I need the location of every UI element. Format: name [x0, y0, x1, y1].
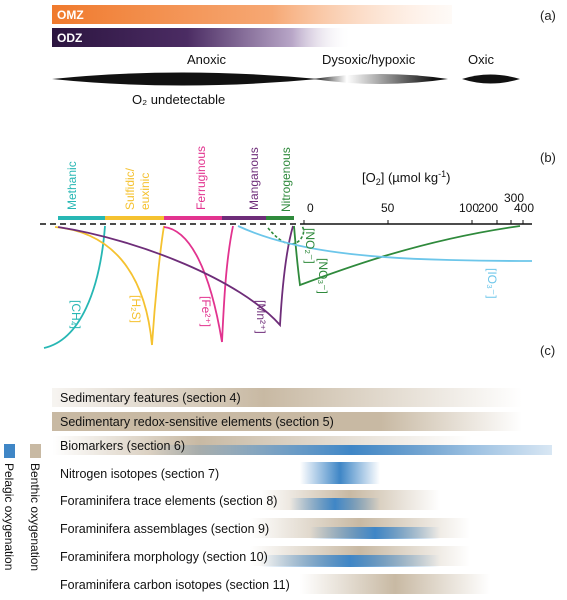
bar-foram-assemblages-pelagic	[310, 527, 440, 539]
no2-label: [NO₂⁻]	[303, 228, 317, 264]
omz-label: OMZ	[57, 8, 84, 22]
tick-label-50: 50	[381, 201, 395, 215]
h2s-curve	[54, 225, 165, 346]
o2-axis-title: [O2] (µmol kg-1)	[362, 169, 450, 187]
no3-curve	[293, 225, 521, 287]
panel-a: OMZ ODZ (a) Anoxic Dysoxic/hypoxic Oxic …	[52, 5, 556, 107]
zone-label-dysoxic: Dysoxic/hypoxic	[322, 52, 416, 67]
ch4-label: [CH₄]	[69, 300, 83, 329]
zone-bar-sulfidic	[105, 216, 164, 220]
legend-benthic-label: Benthic oxygenation	[28, 463, 42, 571]
odz-label: ODZ	[57, 31, 82, 45]
row-label-sedimentary-features: Sedimentary features (section 4)	[60, 391, 241, 405]
bar-foram-trace-pelagic	[290, 498, 380, 510]
zone-bar-manganous	[222, 216, 266, 220]
zone-label-sulfidic-2: euxinic	[138, 173, 152, 210]
no3-label: [NO₃⁻]	[316, 258, 330, 294]
bar-foram-morphology-pelagic	[260, 555, 440, 567]
mn-curve	[57, 225, 294, 328]
bar-nitrogen-isotopes	[300, 462, 380, 484]
row-label-foram-morphology: Foraminifera morphology (section 10)	[60, 550, 268, 564]
bar-foram-carbon-isotopes	[300, 574, 490, 594]
tick-label-0: 0	[307, 201, 314, 215]
tick-label-200: 200	[478, 201, 498, 215]
panel-b-label: (b)	[540, 150, 556, 165]
panel-b: (b) Methanic Sulfidic/ euxinic Ferrugino…	[40, 146, 556, 349]
legend-pelagic-label: Pelagic oxygenation	[2, 463, 16, 570]
row-label-biomarkers: Biomarkers (section 6)	[60, 439, 185, 453]
bar-biomarkers-pelagic	[150, 445, 552, 455]
ch4-curve	[43, 225, 106, 349]
row-label-foram-trace: Foraminifera trace elements (section 8)	[60, 494, 277, 508]
row-label-nitrogen-isotopes: Nitrogen isotopes (section 7)	[60, 467, 219, 481]
zone-label-methanic: Methanic	[65, 161, 79, 210]
bar-redox-elements	[52, 412, 522, 431]
panel-c: (c) Pelagic oxygenation Benthic oxygenat…	[2, 343, 555, 594]
fe-label: [Fe²⁺]	[199, 296, 213, 327]
zone-label-sulfidic-1: Sulfidic/	[123, 167, 137, 210]
bar-sedimentary-features	[52, 388, 522, 407]
tick-label-300: 300	[504, 191, 524, 205]
zone-label-anoxic: Anoxic	[187, 52, 227, 67]
tick-label-400: 400	[514, 201, 534, 215]
o2-undetectable-label: O₂ undetectable	[132, 92, 225, 107]
pelagic-legend-swatch	[4, 444, 15, 458]
row-label-foram-assemblages: Foraminifera assemblages (section 9)	[60, 522, 269, 536]
benthic-legend-swatch	[30, 444, 41, 458]
io3-label: [IO₃⁻]	[485, 268, 499, 299]
odz-bar	[52, 28, 352, 47]
panel-a-label: (a)	[540, 8, 556, 23]
zone-bar-methanic	[58, 216, 105, 220]
oxic-lens	[462, 74, 520, 84]
h2s-label: [H₂S]	[129, 295, 143, 323]
zone-label-nitrogenous: Nitrogenous	[279, 147, 293, 212]
zone-bar-ferruginous	[164, 216, 222, 220]
row-label-foram-carbon: Foraminifera carbon isotopes (section 11…	[60, 578, 290, 592]
zone-label-manganous: Manganous	[247, 147, 261, 210]
dysoxic-lens	[313, 74, 448, 84]
row-label-redox-elements: Sedimentary redox-sensitive elements (se…	[60, 415, 334, 429]
no2-curve	[267, 225, 305, 245]
io3-curve	[237, 225, 533, 262]
zone-label-oxic: Oxic	[468, 52, 495, 67]
fe-curve	[163, 225, 234, 343]
mn-label: [Mn²⁺]	[254, 300, 268, 334]
anoxic-lens	[52, 72, 318, 86]
tick-label-100: 100	[459, 201, 479, 215]
omz-bar	[52, 5, 452, 24]
zone-label-ferruginous: Ferruginous	[194, 146, 208, 210]
panel-c-label: (c)	[540, 343, 555, 358]
zone-bar-nitrogenous	[266, 216, 294, 220]
